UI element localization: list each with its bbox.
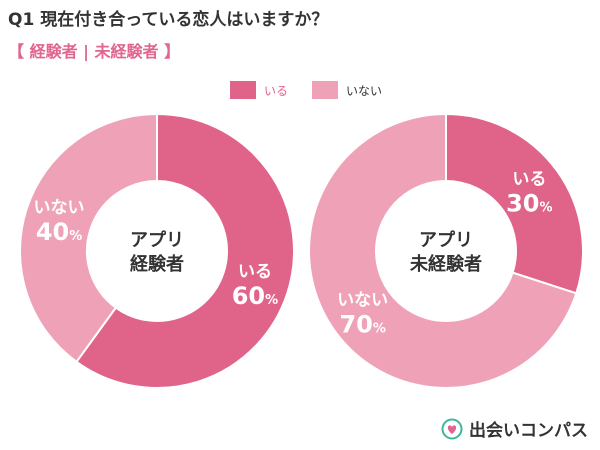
svg-text:いない: いない xyxy=(34,198,85,218)
question-title: Q1 現在付き合っている恋人はいますか？ xyxy=(8,5,328,30)
compass-heart-icon xyxy=(441,418,463,440)
chart-legend: いる いない xyxy=(230,81,406,99)
brand-name: 出会いコンパス xyxy=(469,421,588,441)
donut-1-slice-1 xyxy=(75,112,295,389)
donut-2-slice-2 xyxy=(308,112,578,389)
donut-2-slice-1 xyxy=(445,112,584,295)
legend-swatch-yes xyxy=(230,81,256,99)
legend-label-yes: いる xyxy=(264,83,289,98)
chart-subtitle: 【 経験者 | 未経験者 】 xyxy=(8,42,181,61)
svg-text:アプリ: アプリ xyxy=(130,229,184,251)
svg-text:アプリ: アプリ xyxy=(419,229,473,251)
question-number: Q1 xyxy=(8,10,35,30)
svg-text:いない: いない xyxy=(337,291,388,311)
legend-item-no: いない xyxy=(312,81,382,99)
legend-item-yes: いる xyxy=(230,81,288,99)
svg-text:未経験者: 未経験者 xyxy=(410,253,482,275)
svg-text:いる: いる xyxy=(512,169,546,189)
legend-label-no: いない xyxy=(346,83,383,98)
legend-swatch-no xyxy=(312,81,339,99)
donut-1-slice-2 xyxy=(19,112,158,364)
svg-text:40%: 40% xyxy=(36,218,82,246)
svg-text:60%: 60% xyxy=(232,282,278,310)
svg-text:経験者: 経験者 xyxy=(130,253,184,275)
question-text: 現在付き合っている恋人はいますか？ xyxy=(40,10,329,30)
svg-text:70%: 70% xyxy=(339,311,385,339)
brand-logo: 出会いコンパス xyxy=(441,416,588,441)
svg-text:30%: 30% xyxy=(506,189,552,217)
svg-text:いる: いる xyxy=(238,262,272,282)
